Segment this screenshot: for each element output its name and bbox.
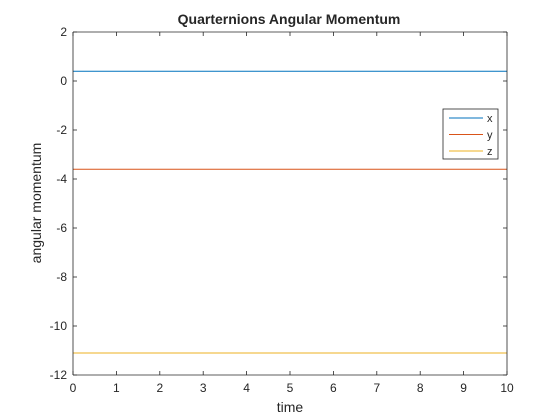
y-tick-label: 2 <box>60 25 67 39</box>
y-tick-label: -6 <box>56 221 67 235</box>
y-tick-label: -12 <box>50 368 68 382</box>
x-tick-label: 9 <box>460 381 467 395</box>
legend-label-z: z <box>487 146 493 158</box>
x-tick-label: 5 <box>287 381 294 395</box>
legend-label-x: x <box>487 113 493 125</box>
series-layer <box>73 70 507 354</box>
y-tick-label: -2 <box>56 123 67 137</box>
x-axis-ticks: 0 1 2 3 4 5 6 7 8 9 10 <box>70 32 514 395</box>
y-axis-ticks: 2 0 -2 -4 -6 -8 -10 -12 <box>50 25 507 382</box>
legend: xyz <box>442 108 499 160</box>
x-tick-label: 0 <box>70 381 77 395</box>
y-tick-label: -10 <box>50 319 68 333</box>
plot-area <box>73 32 507 375</box>
y-tick-label: -8 <box>56 270 67 284</box>
x-tick-label: 6 <box>330 381 337 395</box>
x-tick-label: 1 <box>113 381 120 395</box>
x-tick-label: 10 <box>500 381 514 395</box>
x-tick-label: 4 <box>243 381 250 395</box>
legend-label-y: y <box>487 130 493 142</box>
x-tick-label: 3 <box>200 381 207 395</box>
x-axis-label: time <box>277 399 304 415</box>
y-tick-label: 0 <box>60 74 67 88</box>
x-tick-label: 7 <box>373 381 380 395</box>
x-tick-label: 8 <box>417 381 424 395</box>
x-tick-label: 2 <box>156 381 163 395</box>
chart-title: Quarternions Angular Momentum <box>178 11 401 27</box>
y-axis-label: angular momentum <box>28 143 44 264</box>
y-tick-label: -4 <box>56 172 67 186</box>
